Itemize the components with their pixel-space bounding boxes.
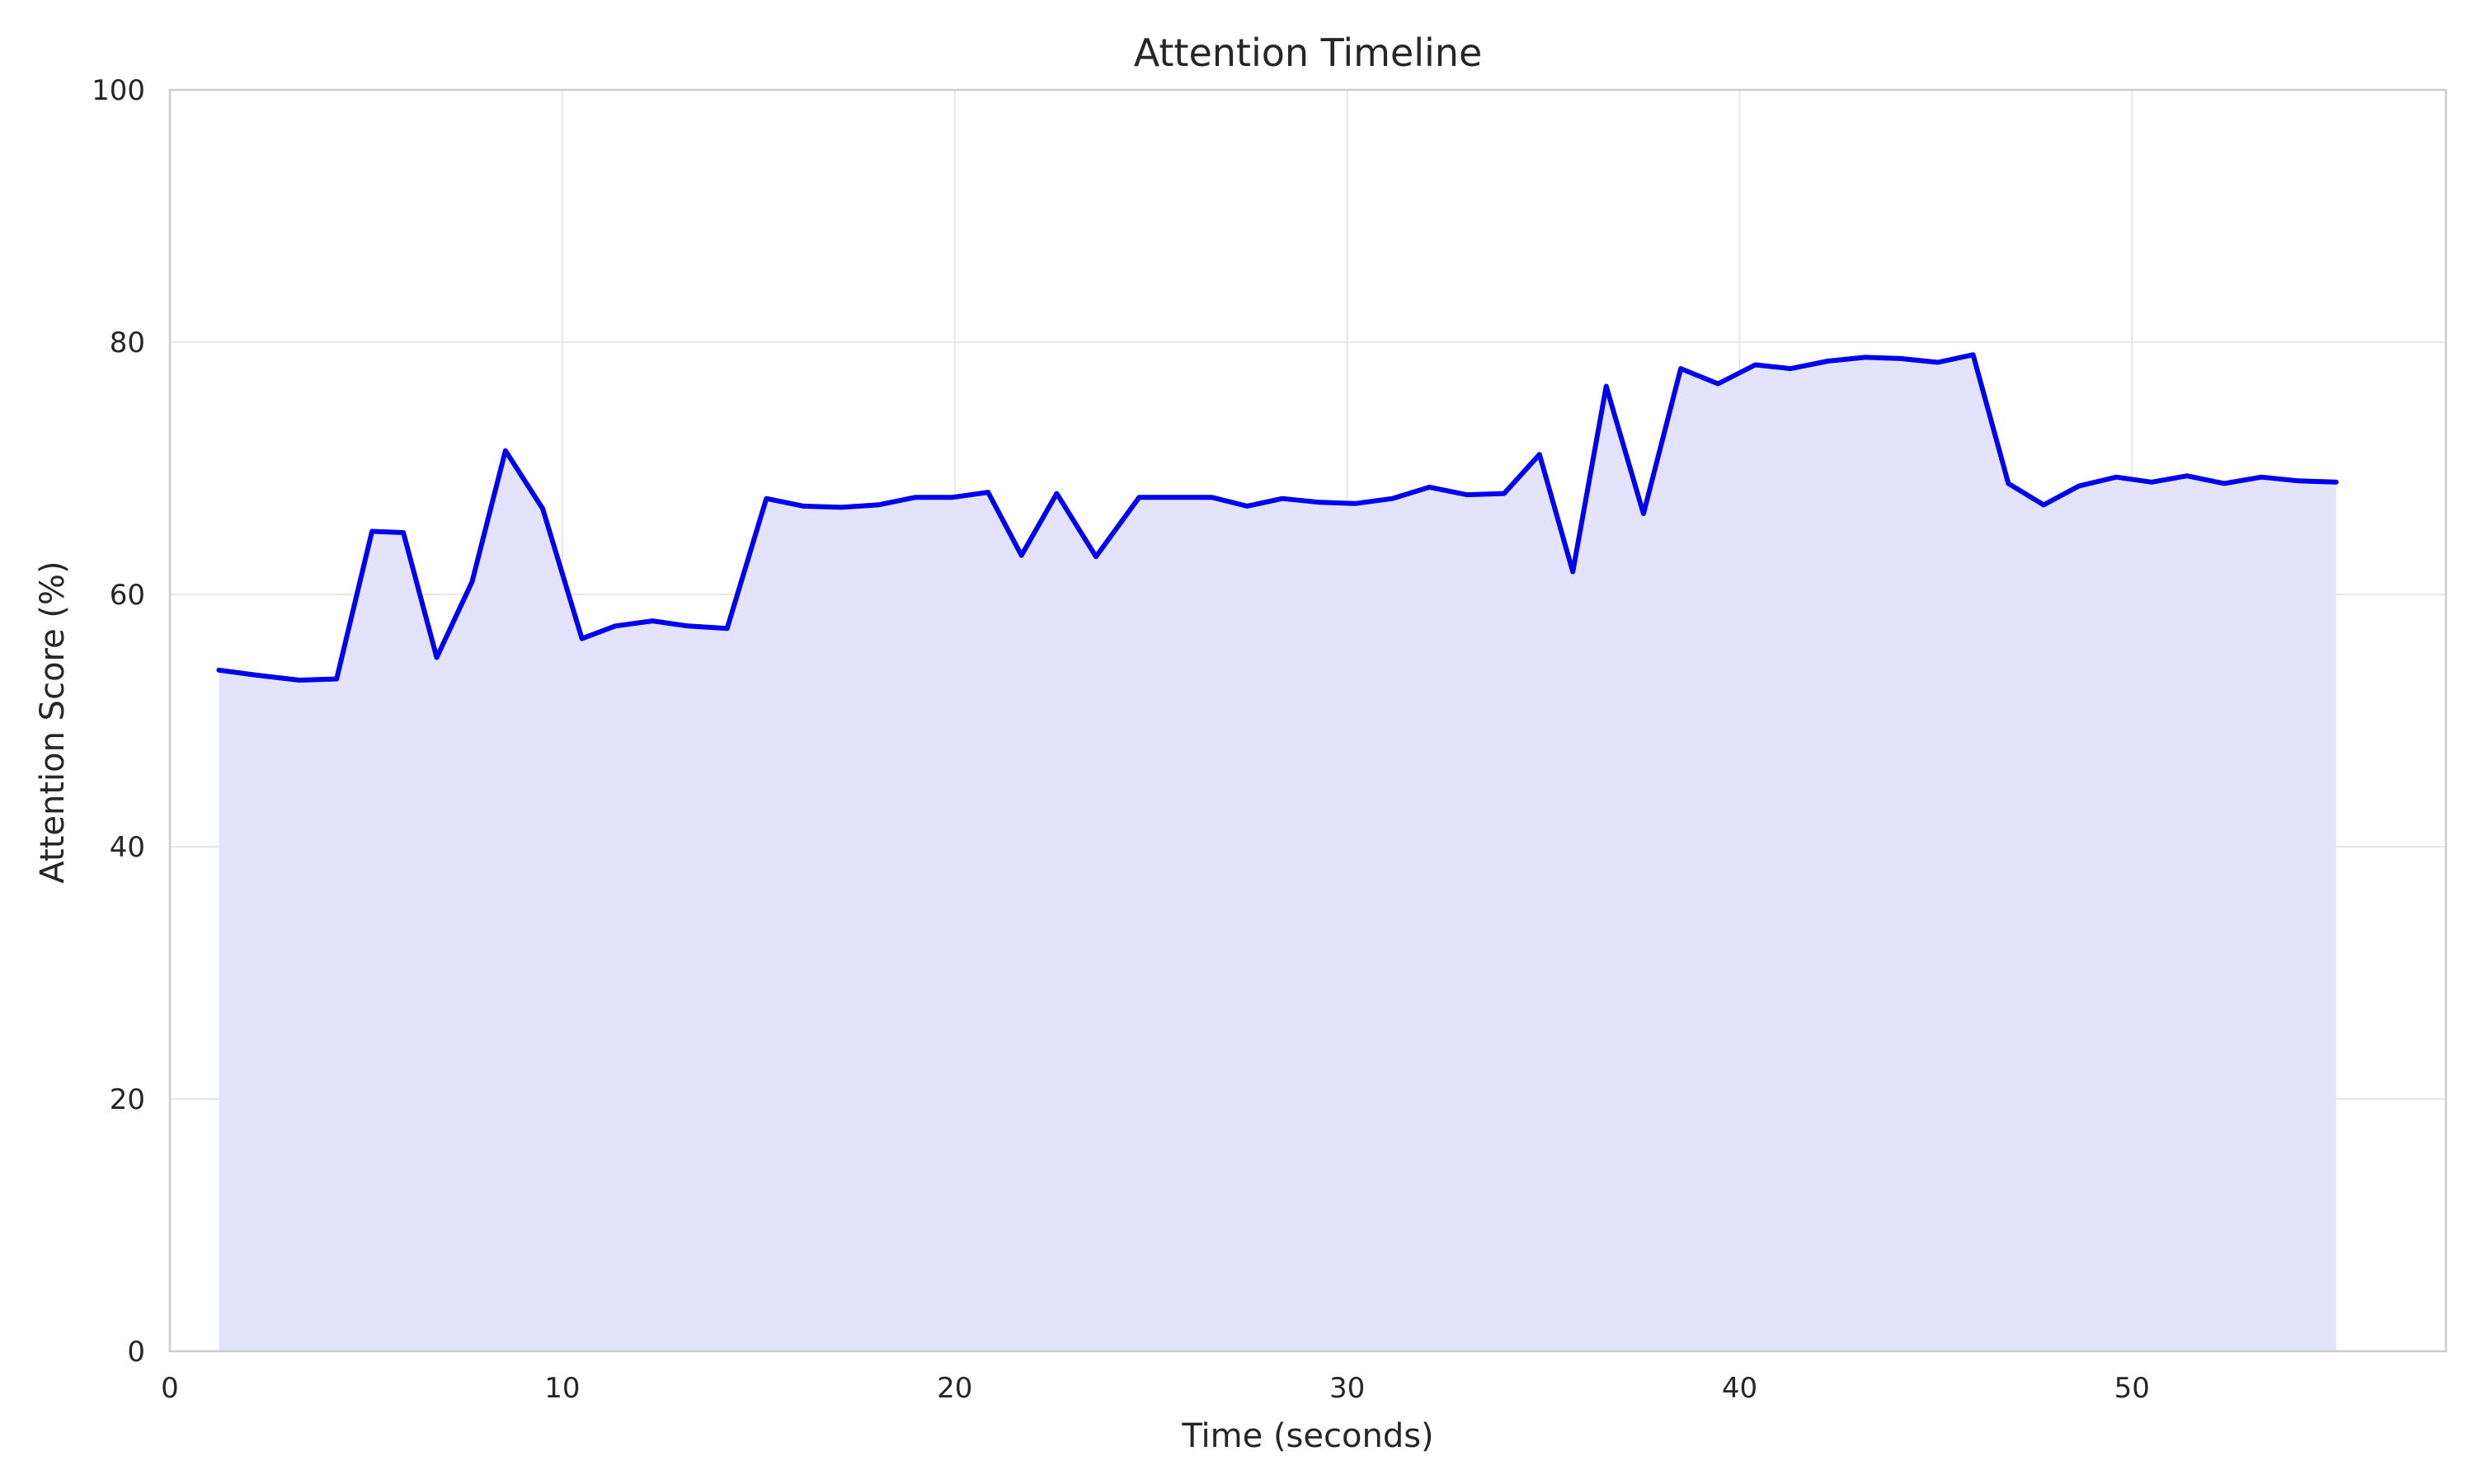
data-point — [1210, 495, 1213, 499]
data-point — [1390, 497, 1394, 500]
data-point — [1864, 355, 1867, 359]
data-point — [802, 505, 805, 508]
data-point — [1020, 554, 1023, 557]
y-tick-label: 0 — [127, 1336, 145, 1369]
data-point — [764, 497, 768, 500]
data-point — [2077, 484, 2081, 487]
data-point — [2006, 481, 2010, 485]
x-axis-label: Time (seconds) — [1181, 1417, 1433, 1455]
data-point — [2114, 476, 2118, 479]
data-point — [686, 624, 689, 627]
data-point — [1245, 505, 1249, 508]
data-point — [1679, 367, 1682, 370]
data-point — [435, 656, 439, 659]
data-point — [877, 503, 880, 506]
data-point — [1716, 383, 1719, 385]
data-point — [541, 507, 544, 510]
data-point — [470, 580, 473, 584]
data-point — [2260, 476, 2263, 479]
y-tick-label: 60 — [110, 579, 145, 612]
data-point — [1789, 367, 1792, 370]
data-point — [1503, 492, 1506, 495]
data-point — [2335, 481, 2338, 484]
data-point — [986, 491, 990, 494]
y-tick-label: 20 — [110, 1083, 145, 1116]
data-point — [840, 505, 843, 509]
data-point — [255, 674, 258, 677]
data-point — [2150, 481, 2153, 484]
x-tick-label: 50 — [2114, 1372, 2150, 1405]
x-tick-label: 0 — [161, 1372, 179, 1405]
x-tick-label: 20 — [937, 1372, 972, 1405]
data-point — [1281, 497, 1284, 500]
data-point — [402, 531, 405, 534]
data-point — [2185, 474, 2189, 477]
data-point — [1318, 500, 1321, 504]
x-tick-label: 40 — [1722, 1372, 1757, 1405]
data-point — [1754, 364, 1757, 366]
data-point — [1642, 512, 1645, 515]
line-layer — [216, 352, 2339, 683]
data-point — [1465, 493, 1469, 496]
data-point — [1571, 571, 1574, 573]
data-point — [1137, 495, 1141, 499]
data-point — [1605, 385, 1608, 387]
data-point — [2042, 503, 2045, 506]
data-point — [914, 495, 917, 499]
data-point — [1827, 359, 1829, 363]
data-point — [298, 679, 301, 682]
data-point — [1428, 486, 1431, 489]
data-point — [1055, 492, 1058, 495]
data-point — [651, 619, 654, 622]
data-point — [581, 637, 584, 641]
data-point — [1094, 555, 1098, 558]
data-point — [614, 624, 617, 627]
y-tick-label: 100 — [92, 74, 145, 107]
data-point — [951, 495, 954, 499]
data-point — [2222, 481, 2226, 485]
data-point — [1173, 495, 1176, 499]
y-tick-labels: 0 20 40 60 80 100 — [92, 74, 145, 1369]
attention-area-fill — [219, 355, 2336, 1351]
y-axis-label: Attention Score (%) — [34, 561, 72, 883]
data-point — [335, 678, 338, 680]
area-layer — [219, 355, 2336, 1351]
y-tick-label: 40 — [110, 831, 145, 864]
data-point — [2298, 479, 2301, 482]
data-point — [370, 530, 374, 533]
data-point — [504, 449, 507, 453]
x-tick-labels: 0 10 20 30 40 50 — [161, 1372, 2150, 1405]
plot-border — [168, 88, 2448, 1353]
data-point — [1972, 353, 1975, 356]
data-point — [1353, 502, 1357, 505]
data-point — [1538, 453, 1541, 456]
x-tick-label: 10 — [544, 1372, 580, 1405]
x-tick-label: 30 — [1329, 1372, 1365, 1405]
y-tick-label: 80 — [110, 326, 145, 359]
data-point — [218, 669, 220, 672]
data-point — [1936, 361, 1940, 364]
data-point — [726, 627, 729, 630]
chart-title: Attention Timeline — [1134, 31, 1483, 75]
data-point — [1899, 357, 1903, 360]
